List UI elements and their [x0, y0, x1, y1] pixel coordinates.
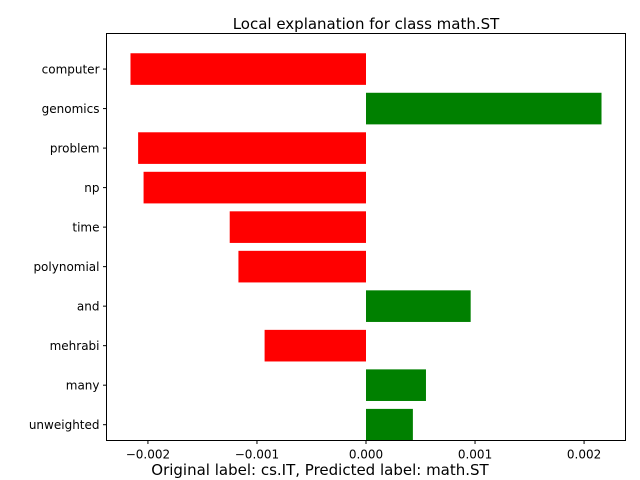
y-tick-label: mehrabi: [50, 339, 100, 353]
y-tick-label: computer: [42, 63, 100, 77]
bar-mehrabi: [264, 329, 366, 362]
bar-computer: [130, 53, 366, 85]
bar-and: [366, 290, 471, 322]
bar-genomics: [366, 92, 602, 125]
bar-problem: [138, 132, 366, 164]
y-tick-label: problem: [50, 142, 100, 156]
bar-np: [143, 171, 366, 204]
bar-polynomial: [238, 250, 366, 283]
y-tick-label: polynomial: [33, 260, 99, 274]
x-tick-label: −0.001: [235, 448, 279, 462]
y-tick-label: and: [77, 300, 100, 314]
x-tick-label: 0.001: [458, 448, 492, 462]
x-tick-label: 0.000: [349, 448, 383, 462]
y-tick-label: unweighted: [29, 418, 100, 432]
x-tick-label: −0.002: [126, 448, 170, 462]
plot-frame: [106, 33, 626, 441]
y-tick-label: genomics: [42, 102, 100, 116]
bar-unweighted: [366, 408, 413, 441]
x-axis-ticks: −0.002 −0.001 0.000 0.001 0.002: [126, 440, 601, 462]
chart-title: Local explanation for class math.ST: [233, 15, 500, 33]
y-tick-label: time: [72, 221, 99, 235]
chart-caption: Original label: cs.IT, Predicted label: …: [151, 461, 489, 479]
bar-many: [366, 369, 426, 401]
bars-group: [130, 53, 602, 441]
bar-time: [229, 211, 366, 243]
y-tick-label: many: [66, 379, 100, 393]
y-tick-label: np: [84, 181, 99, 195]
x-tick-label: 0.002: [567, 448, 601, 462]
y-axis-ticks: computer genomics problem np time polynomial a…: [29, 63, 107, 432]
